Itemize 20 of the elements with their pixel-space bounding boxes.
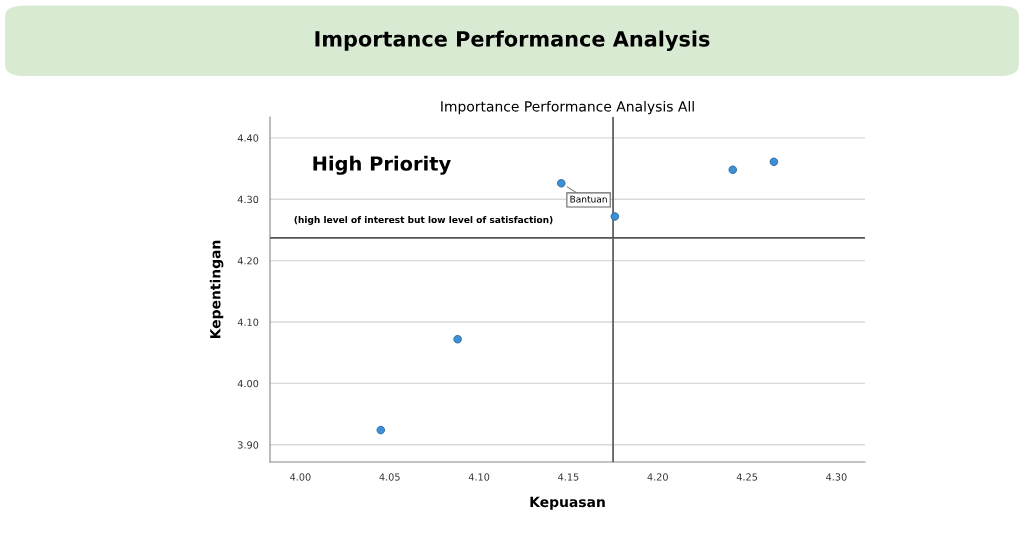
y-tick-label: 4.40 — [237, 134, 259, 142]
x-tick-label: 4.10 — [468, 473, 490, 481]
y-axis-title: Kepentingan — [209, 240, 224, 339]
x-tick-label: 4.00 — [290, 473, 311, 481]
y-tick-label: 4.20 — [237, 257, 259, 265]
annotation: (high level of interest but low level of satisfaction) — [294, 216, 553, 225]
x-tick-label: 4.30 — [826, 473, 847, 481]
chart-subtitle: Importance Performance Analysis All — [441, 100, 694, 115]
y-tick-label: 4.00 — [237, 379, 259, 388]
annotation: High Priority — [313, 155, 451, 175]
annotation: Bantuan — [570, 195, 607, 203]
x-tick-label: 4.25 — [736, 473, 758, 481]
y-tick-label: 3.90 — [237, 441, 259, 449]
y-tick-label: 4.10 — [237, 318, 259, 326]
x-tick-label: 4.05 — [379, 473, 400, 481]
chart-title: Importance Performance Analysis — [315, 30, 710, 51]
x-tick-label: 4.15 — [558, 473, 579, 481]
x-tick-label: 4.20 — [647, 473, 668, 481]
y-tick-label: 4.30 — [237, 195, 259, 204]
x-axis-title: Kepuasan — [530, 496, 605, 510]
